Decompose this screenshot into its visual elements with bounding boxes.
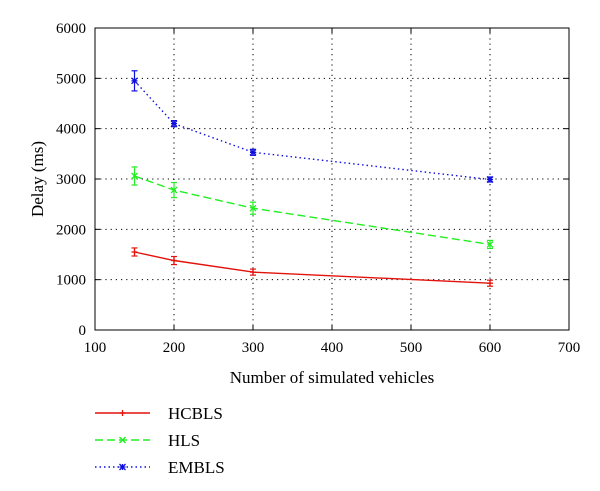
data-point-hcbls — [487, 280, 493, 287]
data-point-hls-stroke — [131, 172, 138, 180]
series-line-embls — [133, 80, 491, 181]
x-tick-label: 300 — [242, 340, 265, 356]
data-point-hcbls — [171, 257, 177, 264]
x-axis-ticks: 100 200 300 400 500 600 700 — [84, 28, 581, 356]
x-tick-label: 600 — [479, 340, 502, 356]
legend-label-hls: HLS — [168, 431, 200, 450]
data-point-embls — [131, 77, 138, 85]
series-hls — [131, 166, 494, 250]
y-tick-label: 6000 — [56, 21, 86, 37]
legend-label-embls: EMBLS — [168, 458, 225, 477]
legend-item-embls: EMBLS — [95, 458, 225, 477]
y-tick-label: 2000 — [56, 222, 86, 238]
x-tick-label: 500 — [400, 340, 423, 356]
data-point-hls-stroke — [486, 240, 494, 248]
legend-marker-embls — [119, 463, 126, 471]
data-point-embls-stroke — [131, 77, 138, 85]
x-tick-label: 200 — [163, 340, 186, 356]
series-line-hcbls — [134, 251, 491, 284]
y-tick-label: 0 — [79, 323, 87, 339]
series-line-hls — [134, 175, 491, 246]
data-point-hls — [131, 172, 138, 180]
legend-marker-hls-stroke — [119, 436, 126, 444]
legend-marker-hcbls — [119, 410, 126, 416]
data-point-hls — [486, 240, 494, 248]
y-tick-label: 3000 — [56, 172, 86, 188]
legend-item-hcbls: HCBLS — [95, 404, 223, 423]
legend-label-hcbls: HCBLS — [168, 404, 223, 423]
data-point-embls-stroke — [486, 176, 494, 183]
x-tick-label: 400 — [321, 340, 344, 356]
legend-item-hls: HLS — [95, 431, 200, 450]
data-point-embls — [249, 148, 257, 156]
y-tick-label: 4000 — [56, 122, 86, 138]
data-point-hls — [249, 204, 257, 212]
data-point-hls-stroke — [170, 186, 178, 194]
grid-lines — [95, 28, 569, 330]
y-axis-label: Delay (ms) — [28, 141, 47, 217]
series-hcbls — [131, 247, 493, 287]
data-point-embls — [170, 120, 178, 128]
y-tick-label: 1000 — [56, 273, 86, 289]
series-layer — [131, 70, 494, 287]
x-tick-label: 700 — [558, 340, 581, 356]
y-tick-label: 5000 — [56, 71, 86, 87]
data-point-hls — [170, 186, 178, 194]
data-point-hls-stroke — [249, 204, 257, 212]
data-point-embls-stroke — [170, 120, 178, 128]
legend-marker-hls — [119, 436, 126, 444]
data-point-hcbls — [131, 248, 138, 255]
y-axis-ticks: 0 1000 2000 3000 4000 5000 6000 — [56, 21, 569, 339]
legend-marker-embls-stroke — [119, 463, 126, 471]
data-point-embls-stroke — [249, 148, 257, 156]
legend: HCBLS HLS EMBLS — [95, 404, 225, 477]
data-point-hcbls — [250, 269, 256, 276]
data-point-embls — [486, 176, 494, 183]
x-axis-label: Number of simulated vehicles — [230, 368, 434, 387]
series-embls — [131, 70, 494, 183]
x-tick-label: 100 — [84, 340, 107, 356]
